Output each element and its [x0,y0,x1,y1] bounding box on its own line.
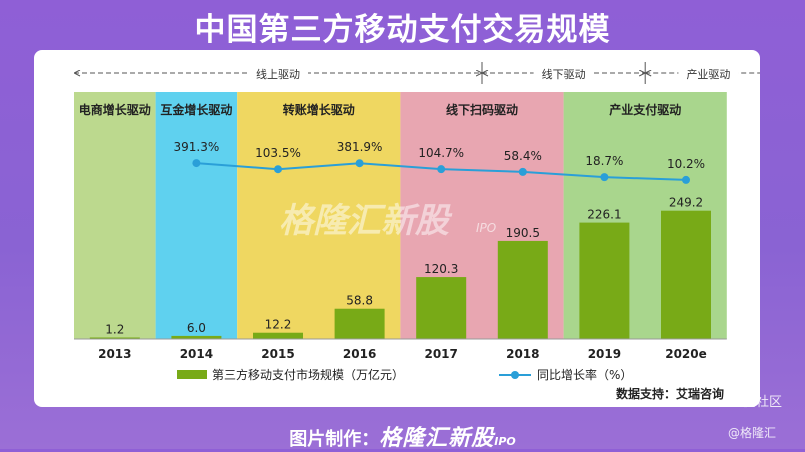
legend-line-marker [511,371,519,379]
growth-point [682,175,690,184]
bar-data-label: 6.0 [187,321,206,335]
bar-data-label: 190.5 [506,226,540,240]
bar-mark [171,335,222,339]
x-tick-label: 2014 [180,347,213,361]
source-note: 数据支持：艾瑞咨询 [616,386,724,401]
bar-mark [579,222,630,339]
bar-mark [661,210,711,339]
footer-ipo: IPO [494,435,516,448]
bar-data-label: 226.1 [587,208,621,222]
legend-bar-swatch [177,370,207,379]
chart-svg: 电商增长驱动 互金增长驱动 转账增长驱动 线下扫码驱动 产业支付驱动 线上驱动 线下驱动 产业… [74,62,760,401]
bar-data-label: 120.3 [424,262,458,276]
bar-mark [334,308,385,339]
x-tick-label: 2018 [506,347,539,361]
growth-point [600,173,609,182]
growth-data-label: 58.4% [504,149,542,163]
chart-card: 电商增长驱动 互金增长驱动 转账增长驱动 线下扫码驱动 产业支付驱动 线上驱动 线下驱动 产业… [34,50,760,407]
bar-mark [497,240,548,339]
growth-point [437,165,446,174]
stage-label-bg [533,65,594,81]
footer-credit: 图片制作：格隆汇新股IPO [0,420,805,452]
corner-community-watermark: 老虎社区 [730,395,783,410]
bar-data-label: 58.8 [346,294,373,308]
phase-label: 转账增长驱动 [283,102,355,117]
legend-line-label: 同比增长率（%） [537,367,632,382]
growth-data-label: 104.7% [418,146,464,160]
bar-mark [416,277,467,339]
phase-label: 产业支付驱动 [609,102,681,117]
x-tick-label: 2015 [261,347,294,361]
growth-data-label: 381.9% [337,140,383,154]
growth-data-label: 18.7% [585,154,623,168]
bar-mark [253,332,303,339]
x-tick-label: 2019 [588,347,621,361]
stage-label: 线下驱动 [542,67,586,81]
bar-data-label: 12.2 [265,318,292,332]
x-tick-label: 2020e [665,347,707,361]
x-tick-label: 2013 [98,347,131,361]
chart-watermark-brand: 格隆汇新股 [279,201,453,241]
bar-mark [89,337,140,339]
corner-handle-watermark: @格隆汇 [728,426,777,440]
phase-label: 互金增长驱动 [160,102,232,117]
footer-prefix: 图片制作： [289,429,380,450]
phase-label: 电商增长驱动 [79,102,151,117]
legend-bar-label: 第三方移动支付市场规模（万亿元） [212,367,404,382]
x-tick-label: 2017 [424,347,457,361]
growth-data-label: 391.3% [174,140,220,154]
stage-label: 产业驱动 [686,67,730,81]
growth-point [518,167,527,176]
growth-point [355,159,364,168]
footer-brand: 格隆汇新股 [379,426,495,451]
growth-point [274,165,282,174]
growth-data-label: 10.2% [667,157,705,171]
phase-label: 线下扫码驱动 [446,102,518,117]
chart-watermark-ipo: IPO [476,221,496,235]
stage-label-bg [678,65,739,81]
growth-data-label: 103.5% [255,146,301,160]
growth-point [192,159,201,168]
page-title: 中国第三方移动支付交易规模 [194,12,611,48]
bar-data-label: 249.2 [669,196,703,210]
x-tick-label: 2016 [343,347,376,361]
phase-band [74,92,156,339]
phase-band [237,92,401,339]
stage-label: 线上驱动 [256,67,300,81]
stage-label-bg [248,65,308,81]
phase-band [155,92,238,339]
bar-data-label: 1.2 [105,323,124,337]
